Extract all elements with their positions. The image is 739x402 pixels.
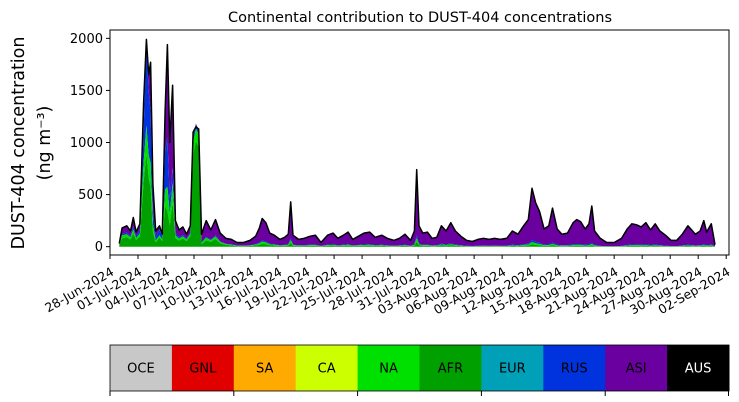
colorbar-swatch [110,345,173,391]
y-tick-label: 500 [78,188,103,203]
colorbar-swatch [605,345,668,391]
colorbar-swatch [543,345,606,391]
colorbar-swatch [295,345,359,391]
colorbar-label: EUR [499,362,526,377]
colorbar-label: NA [379,362,398,377]
x-axis: 28-Jun-202401-Jul-202404-Jul-202407-Jul-… [42,255,733,317]
y-tick-label: 1500 [70,84,103,99]
y-axis-label-line1: DUST-404 concentration [9,37,29,250]
colorbar-frame [109,344,730,392]
region-colorbar: OCE GNL SA CA NA AFR EUR RUS ASI AUS [109,344,730,396]
y-axis-label: DUST-404 concentration (ng m⁻³) [9,37,55,250]
y-axis-label-line2: (ng m⁻³) [35,106,55,181]
y-tick-label: 2000 [70,32,103,47]
colorbar-label: SA [256,362,273,377]
colorbar-label: AUS [685,362,712,377]
colorbar-swatch [667,345,730,391]
y-tick-label: 0 [95,240,103,255]
colorbar-label: ASI [626,362,647,377]
colorbar-swatch [481,345,544,391]
colorbar-label: CA [318,362,336,377]
asi-area [119,39,716,247]
plot-frame [109,29,730,256]
colorbar-swatch [357,345,420,391]
colorbar-swatch [171,345,235,391]
colorbar-swatch [233,345,297,391]
colorbar-swatch [419,345,482,391]
colorbar-label: GNL [189,362,217,377]
colorbar-label: OCE [127,362,155,377]
plot-area [118,38,716,247]
colorbar-label: AFR [438,362,463,377]
y-tick-label: 1000 [70,136,103,151]
y-axis: 0 500 1000 1500 2000 [70,32,110,255]
total-concentration-line [118,38,716,245]
colorbar-label: RUS [561,362,588,377]
chart-title: Continental contribution to DUST-404 con… [228,10,612,26]
